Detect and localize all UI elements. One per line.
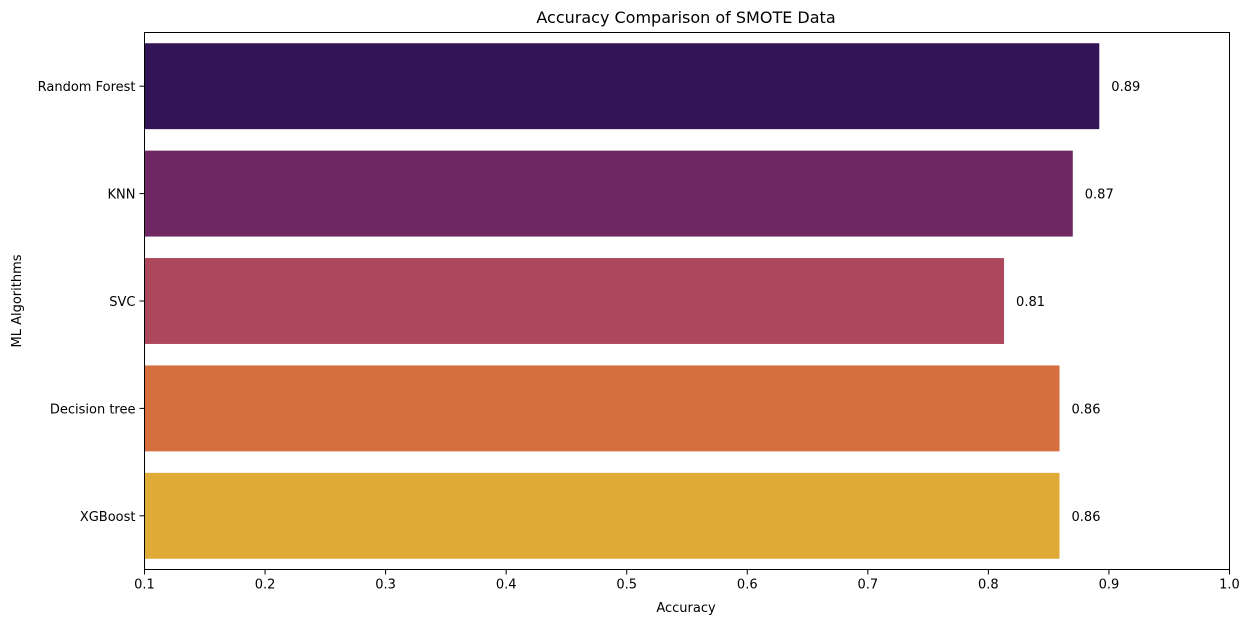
x-tick-label: 0.6 — [737, 578, 758, 593]
data-label: 0.86 — [1072, 402, 1101, 417]
bar-random-forest — [144, 43, 1100, 130]
x-tick-label: 0.9 — [1099, 578, 1120, 593]
bar-decision-tree — [144, 365, 1060, 452]
x-tick-label: 0.4 — [496, 578, 517, 593]
x-axis-label: Accuracy — [656, 601, 716, 616]
y-tick-label: XGBoost — [80, 510, 136, 525]
y-tick-label: Decision tree — [50, 402, 136, 417]
chart-title: Accuracy Comparison of SMOTE Data — [536, 8, 835, 27]
x-tick-label: 0.8 — [978, 578, 999, 593]
x-tick-label: 0.7 — [857, 578, 878, 593]
y-tick-label: Random Forest — [38, 80, 136, 95]
x-tick-label: 0.1 — [134, 578, 155, 593]
x-tick-label: 0.3 — [375, 578, 396, 593]
plot-frame — [144, 32, 1230, 570]
bar-xgboost — [144, 472, 1060, 559]
x-tick-label: 1.0 — [1219, 578, 1240, 593]
x-tick-label: 0.5 — [616, 578, 637, 593]
y-axis-label: ML Algorithms — [10, 254, 25, 347]
y-tick-label: KNN — [108, 188, 136, 203]
x-tick-label: 0.2 — [255, 578, 276, 593]
bar-knn — [144, 150, 1073, 237]
data-label: 0.89 — [1111, 80, 1140, 95]
bar-svc — [144, 258, 1005, 344]
data-label: 0.86 — [1072, 510, 1101, 525]
plot-area: 0.89 Random Forest 0.87 KNN 0.81 SVC 0.86 Decis… — [38, 43, 1240, 593]
data-label: 0.87 — [1085, 188, 1114, 203]
data-label: 0.81 — [1016, 295, 1045, 310]
y-tick-label: SVC — [109, 295, 135, 310]
